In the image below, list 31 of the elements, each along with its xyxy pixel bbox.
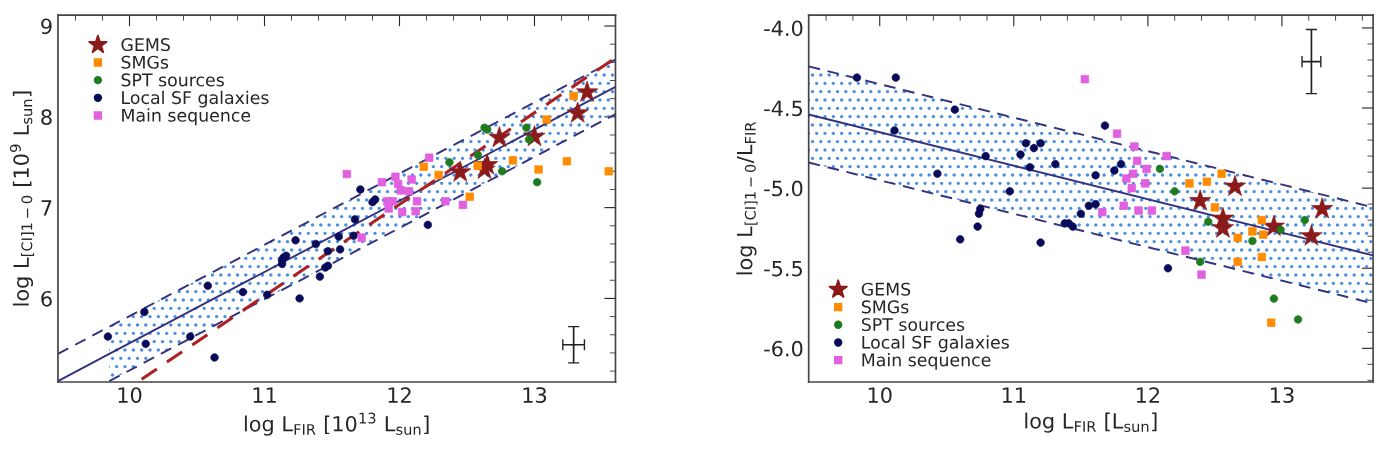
y-tick-label: 8 xyxy=(41,109,52,126)
legend-label: Local SF galaxies xyxy=(862,335,1009,353)
x-tick-label: 11 xyxy=(253,387,276,403)
x-axis-title: log L$_{FIR}$ [10$^{13}$ L$_{sun}$] xyxy=(244,412,429,436)
legend-label: GEMS xyxy=(861,282,911,296)
y-tick-label: 9 xyxy=(41,18,52,35)
x-tick-label: 13 xyxy=(1270,387,1294,403)
y-tick-label: -4.5 xyxy=(764,100,802,117)
legend-label: SPT sources xyxy=(121,73,224,87)
y-tick-label: -4.0 xyxy=(764,20,803,37)
legend-label: SMGs xyxy=(121,55,169,69)
legend-label: SPT sources xyxy=(861,317,965,332)
y-tick-label: 6 xyxy=(41,290,52,307)
legend-label: Main sequence xyxy=(862,353,991,370)
legend-label: SMGs xyxy=(861,300,909,314)
legend-label: GEMS xyxy=(121,37,170,52)
x-tick-label: 11 xyxy=(1002,387,1026,403)
legend-label: Main sequence xyxy=(122,108,251,126)
x-tick-label: 10 xyxy=(868,387,892,403)
legend-label: Local SF galaxies xyxy=(122,90,269,108)
x-tick-label: 12 xyxy=(388,387,411,403)
x-tick-label: 10 xyxy=(118,387,142,403)
y-axis-title: log L$_{[CI]1−0}$ [10$^{9}$ L$_{sun}$] xyxy=(9,91,35,306)
y-axis-title: log L$_{[CI]1−0}$/L$_{FIR}$ xyxy=(736,121,758,275)
y-tick-label: -6.0 xyxy=(764,340,803,357)
x-tick-label: 12 xyxy=(1136,387,1160,403)
y-tick-label: -5.0 xyxy=(764,180,803,197)
x-tick-label: 13 xyxy=(523,387,547,403)
y-tick-label: 7 xyxy=(41,200,52,216)
y-tick-label: -5.5 xyxy=(764,260,802,277)
x-axis-title: log L$_{FIR}$ [L$_{sun}$] xyxy=(1025,412,1157,433)
